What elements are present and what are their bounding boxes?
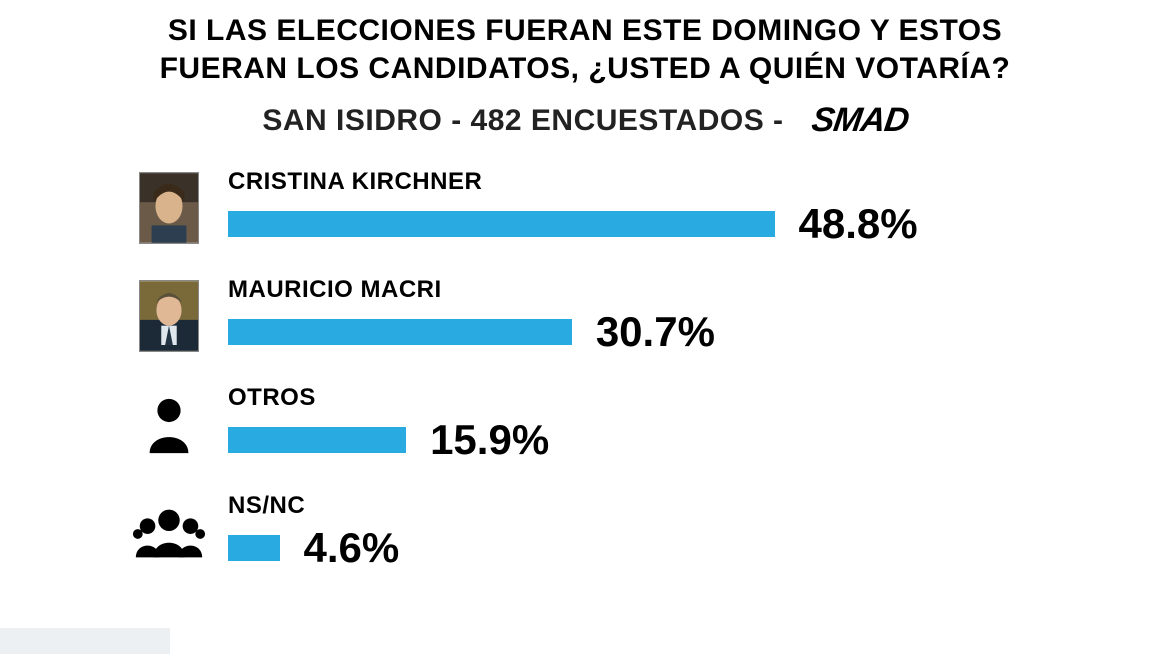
bar-fill: [228, 319, 572, 345]
photo-placeholder: [139, 280, 199, 352]
subtitle-row: SAN ISIDRO - 482 ENCUESTADOS - SMAD: [0, 101, 1170, 140]
bar-line: 15.9%: [228, 416, 549, 464]
bar-value: 48.8%: [799, 200, 918, 248]
bar-row: NS/NC 4.6%: [130, 492, 1130, 572]
bar-chart: CRISTINA KIRCHNER 48.8% MAURICIO MACRI: [0, 140, 1170, 572]
bar-body: NS/NC 4.6%: [228, 492, 399, 572]
title-line-2: FUERAN LOS CANDIDATOS, ¿USTED A QUIÉN VO…: [0, 50, 1170, 88]
bar-line: 30.7%: [228, 308, 715, 356]
bar-fill: [228, 535, 280, 561]
bar-row: OTROS 15.9%: [130, 384, 1130, 464]
candidate-photo-icon: [130, 280, 208, 352]
bar-fill: [228, 211, 775, 237]
group-silhouette-icon: [130, 496, 208, 568]
chart-subtitle: SAN ISIDRO - 482 ENCUESTADOS -: [262, 104, 783, 138]
smad-logo: SMAD: [809, 101, 911, 140]
candidate-name: NS/NC: [228, 492, 399, 520]
photo-placeholder: [139, 172, 199, 244]
decorative-shadow: [0, 628, 170, 654]
bar-body: CRISTINA KIRCHNER 48.8%: [228, 168, 918, 248]
bar-row: MAURICIO MACRI 30.7%: [130, 276, 1130, 356]
person-silhouette-icon: [130, 388, 208, 460]
chart-title: SI LAS ELECCIONES FUERAN ESTE DOMINGO Y …: [0, 0, 1170, 87]
candidate-name: CRISTINA KIRCHNER: [228, 168, 918, 196]
bar-row: CRISTINA KIRCHNER 48.8%: [130, 168, 1130, 248]
candidate-name: MAURICIO MACRI: [228, 276, 715, 304]
title-line-1: SI LAS ELECCIONES FUERAN ESTE DOMINGO Y …: [0, 12, 1170, 50]
bar-body: OTROS 15.9%: [228, 384, 549, 464]
bar-value: 15.9%: [430, 416, 549, 464]
bar-body: MAURICIO MACRI 30.7%: [228, 276, 715, 356]
bar-fill: [228, 427, 406, 453]
bar-value: 30.7%: [596, 308, 715, 356]
candidate-name: OTROS: [228, 384, 549, 412]
bar-line: 4.6%: [228, 524, 399, 572]
bar-value: 4.6%: [304, 524, 400, 572]
candidate-photo-icon: [130, 172, 208, 244]
bar-line: 48.8%: [228, 200, 918, 248]
